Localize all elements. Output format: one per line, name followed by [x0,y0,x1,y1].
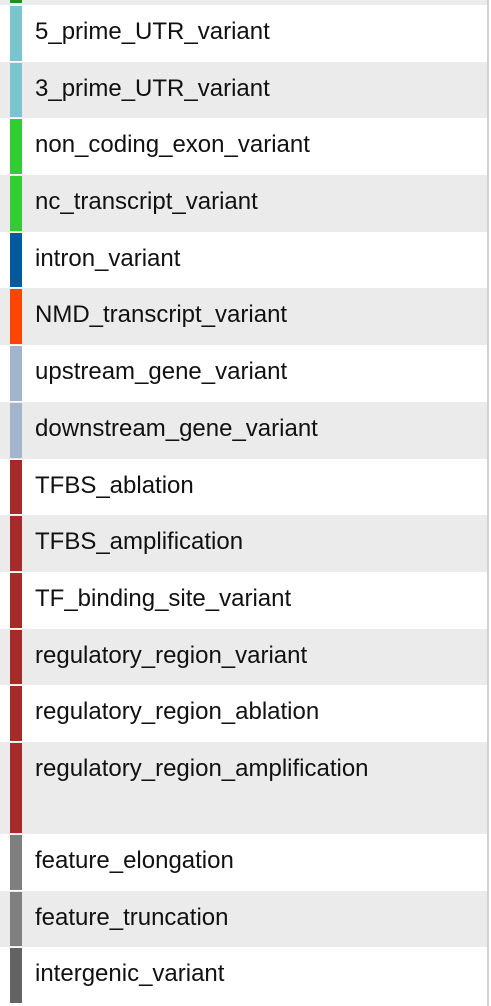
table-row: non_coding_exon_variant [0,118,487,175]
row-label: intron_variant [35,244,181,272]
color-bar [10,629,22,685]
table-row: feature_truncation [0,890,487,948]
color-bar [10,834,22,890]
color-bar [10,346,22,401]
row-label: regulatory_region_amplification [35,754,369,782]
table-row: nc_transcript_variant [0,175,487,232]
row-label: intergenic_variant [35,960,225,988]
table-row: regulatory_region_variant [0,628,487,686]
table-row: TFBS_ablation [0,459,487,516]
color-bar [10,572,22,628]
row-label: NMD_transcript_variant [35,301,288,329]
color-bar [10,459,22,515]
color-bar [10,742,22,833]
table-row: TFBS_amplification [0,515,487,572]
color-bar [10,6,22,61]
row-label: 3_prime_UTR_variant [35,74,270,102]
table-row: 3_prime_UTR_variant [0,61,487,119]
color-bar [10,402,22,458]
color-bar [10,686,22,741]
row-label: downstream_gene_variant [35,414,318,442]
table-row: feature_elongation [0,834,487,891]
color-bar [10,232,22,288]
row-label: regulatory_region_ablation [35,698,320,726]
row-label: TFBS_amplification [35,528,244,556]
table-row: intergenic_variant [0,947,487,1004]
table-row: intron_variant [0,232,487,289]
table-row: downstream_gene_variant [0,401,487,459]
table-row: regulatory_region_amplification [0,741,487,834]
row-label: TFBS_ablation [35,471,194,499]
row-label: regulatory_region_variant [35,641,308,669]
table-row: NMD_transcript_variant [0,288,487,346]
color-bar [10,516,22,571]
row-label: feature_truncation [35,903,229,931]
row-label: feature_elongation [35,846,234,874]
color-bar [10,289,22,345]
color-bar [10,0,22,3]
table-row: upstream_gene_variant [0,345,487,402]
color-bar [10,176,22,231]
table-row: 5_prime_UTR_variant [0,5,487,62]
color-bar [10,62,22,118]
color-bar [10,119,22,175]
row-label: TF_binding_site_variant [35,584,292,612]
row-label: 5_prime_UTR_variant [35,18,270,45]
color-bar [10,891,22,947]
row-label: nc_transcript_variant [35,188,258,216]
table-row: regulatory_region_ablation [0,685,487,742]
row-label: non_coding_exon_variant [35,131,310,159]
table-row: TF_binding_site_variant [0,572,487,629]
color-bar [10,948,22,1003]
previous-row-edge [0,0,487,5]
row-label: upstream_gene_variant [35,358,288,386]
